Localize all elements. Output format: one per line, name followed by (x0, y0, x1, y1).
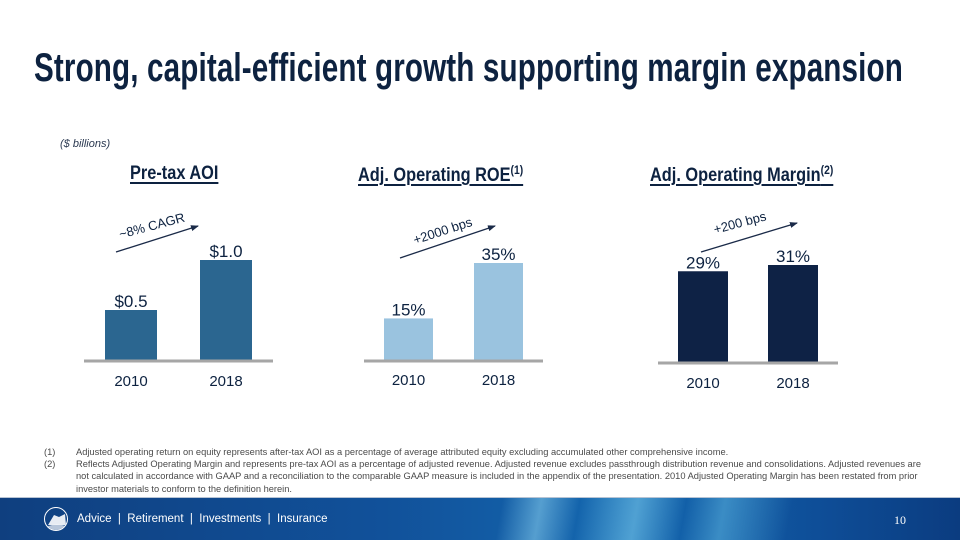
slide-title: Strong, capital-efficient growth support… (34, 46, 903, 90)
footnotes: (1) Adjusted operating return on equity … (44, 446, 924, 495)
chart-title-text: Adj. Operating Margin (650, 165, 821, 186)
page-number: 10 (894, 513, 906, 527)
x-tick-label-pretax-aoi-2018: 2018 (209, 373, 242, 390)
footnote-text: Adjusted operating return on equity repr… (76, 447, 729, 457)
annotation-margin: +200 bps (712, 208, 768, 237)
data-label-roe-2018: 35% (481, 245, 515, 264)
trend-arrow-roe (399, 225, 496, 259)
footnote-ref: (2) (820, 163, 834, 177)
units-note: ($ billions) (60, 138, 111, 150)
x-tick-label-margin-2018: 2018 (776, 375, 809, 392)
footnote-number: (1) (44, 447, 56, 457)
footer-tagline: Advice | Retirement | Investments | Insu… (77, 513, 328, 525)
bar-pretax-aoi-2018 (200, 260, 252, 360)
footer-bar: Advice | Retirement | Investments | Insu… (0, 497, 960, 540)
footnote-2: (2) Reflects Adjusted Operating Margin a… (44, 458, 924, 495)
data-label-pretax-aoi-2018: $1.0 (209, 242, 242, 261)
chart-title-roe: Adj. Operating ROE(1) (358, 163, 524, 186)
annotation-pretax-aoi: ~8% CAGR (117, 210, 186, 242)
bar-roe-2018 (474, 263, 523, 360)
data-label-margin-2018: 31% (776, 247, 810, 266)
x-tick-label-roe-2010: 2010 (392, 372, 425, 389)
bar-margin-2018 (768, 265, 818, 362)
footnote-number: (2) (44, 459, 56, 470)
x-tick-label-roe-2018: 2018 (482, 372, 515, 389)
data-label-pretax-aoi-2010: $0.5 (114, 292, 147, 311)
trend-arrow-pretax-aoi (115, 225, 199, 253)
footnote-1: (1) Adjusted operating return on equity … (44, 446, 924, 458)
chart-title-text: Pre-tax AOI (130, 163, 219, 184)
x-tick-label-pretax-aoi-2010: 2010 (114, 373, 147, 390)
footnote-text: Reflects Adjusted Operating Margin and r… (76, 459, 921, 494)
data-label-margin-2010: 29% (686, 253, 720, 272)
footnote-ref: (1) (510, 163, 524, 177)
x-tick-label-margin-2010: 2010 (686, 375, 719, 392)
bar-pretax-aoi-2010 (105, 310, 157, 360)
data-label-roe-2010: 15% (391, 300, 425, 319)
chart-title-pretax-aoi: Pre-tax AOI (130, 163, 218, 185)
chart-title-text: Adj. Operating ROE (358, 165, 511, 186)
rock-logo-icon (44, 507, 68, 531)
bar-roe-2010 (384, 318, 433, 360)
trend-arrow-margin (700, 222, 798, 253)
annotation-roe: +2000 bps (411, 214, 474, 247)
chart-title-margin: Adj. Operating Margin(2) (650, 163, 834, 186)
bar-margin-2010 (678, 271, 728, 362)
